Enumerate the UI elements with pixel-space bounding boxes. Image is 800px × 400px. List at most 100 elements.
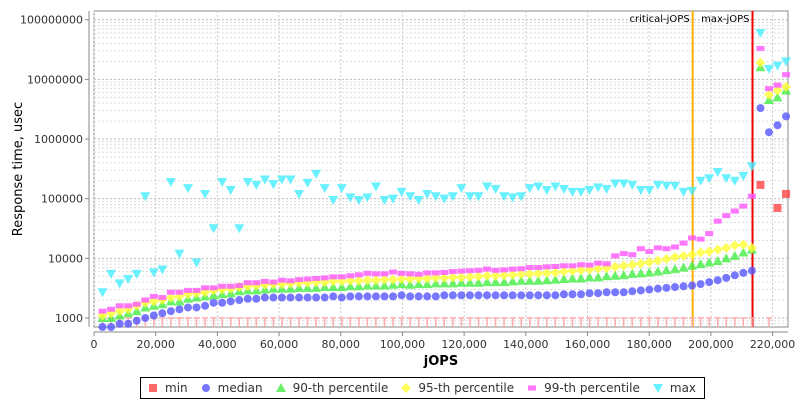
95-th-percentile-point <box>499 270 510 281</box>
99-th-percentile-point <box>645 249 654 255</box>
min-point <box>509 317 516 327</box>
99-th-percentile-point <box>406 271 415 277</box>
99-th-percentile-point <box>431 270 440 276</box>
series-max <box>97 28 792 298</box>
max-point <box>669 181 680 191</box>
95-th-percentile-point <box>558 266 569 277</box>
max-point <box>678 187 689 197</box>
max-point <box>490 185 501 195</box>
x-tick-label: 0 <box>91 338 98 351</box>
95-th-percentile-point <box>678 250 689 261</box>
min-point <box>466 317 473 327</box>
min-point <box>518 317 525 327</box>
min-point <box>432 317 439 327</box>
99-th-percentile-point <box>295 277 304 283</box>
max-point <box>362 193 373 203</box>
median-point <box>371 292 380 301</box>
median-point <box>534 291 543 300</box>
99-th-percentile-point <box>602 261 611 267</box>
max-point <box>370 182 381 192</box>
95-th-percentile-point <box>473 271 484 282</box>
90-th-percentile-point <box>516 275 527 285</box>
min-point <box>663 317 670 327</box>
99-th-percentile-point <box>354 272 363 278</box>
median-point <box>423 292 432 301</box>
median-point <box>380 292 389 301</box>
max-jOPS-label: max-jOPS <box>701 14 749 25</box>
max-point <box>97 288 108 298</box>
median-point <box>688 281 697 290</box>
grid-lines <box>93 11 788 327</box>
min-point <box>202 317 209 327</box>
x-tick-label: 120,000 <box>441 338 487 351</box>
99-th-percentile-point <box>448 269 457 275</box>
median-point <box>713 276 722 285</box>
min-point <box>543 317 550 327</box>
99-th-percentile-point <box>183 287 192 293</box>
legend-swatch-shape <box>528 385 537 391</box>
min-point <box>449 317 456 327</box>
95-th-percentile-point <box>738 239 749 250</box>
99-th-percentile-point <box>551 263 560 269</box>
max-point <box>456 184 467 194</box>
95-th-percentile-point <box>165 292 176 303</box>
median-point <box>782 112 791 121</box>
min-point <box>390 317 397 327</box>
90-th-percentile-point <box>405 279 416 289</box>
95-th-percentile-point <box>353 275 364 286</box>
95-th-percentile-point <box>746 242 757 253</box>
99-th-percentile-point <box>611 253 620 259</box>
90-th-percentile-point <box>413 279 424 289</box>
max-point <box>242 178 253 188</box>
median-point <box>141 313 150 322</box>
90-th-percentile-point <box>558 274 569 284</box>
99-th-percentile-point <box>107 306 116 312</box>
99-th-percentile-point <box>337 274 346 280</box>
median-point <box>662 283 671 292</box>
90-th-percentile-point <box>507 276 518 286</box>
min-point <box>304 317 311 327</box>
median-point <box>551 291 560 300</box>
min-point <box>595 317 602 327</box>
90-th-percentile-point <box>567 273 578 283</box>
median-point <box>218 298 227 307</box>
90-th-percentile-point <box>618 270 629 280</box>
99-th-percentile-point <box>414 271 423 277</box>
median-point <box>525 291 534 300</box>
max-point <box>388 194 399 204</box>
99-th-percentile-point <box>474 267 483 273</box>
95-th-percentile-point <box>422 273 433 284</box>
min-point <box>372 317 379 327</box>
99-th-percentile-point <box>440 269 449 275</box>
99-th-percentile-point <box>132 301 141 307</box>
90-th-percentile-point <box>721 253 732 263</box>
max-point <box>712 168 723 178</box>
90-th-percentile-point <box>499 277 510 287</box>
99-th-percentile-point <box>705 231 714 237</box>
min-point <box>501 317 508 327</box>
legend-swatch-icon <box>528 385 537 391</box>
99-th-percentile-point <box>653 245 662 251</box>
legend-item-99-th-percentile: 99-th percentile <box>526 381 640 395</box>
min-point <box>227 317 234 327</box>
90-th-percentile-point <box>738 247 749 257</box>
max-point <box>584 185 595 195</box>
95-th-percentile-point <box>464 271 475 282</box>
median-point <box>406 292 415 301</box>
median-point <box>192 303 201 312</box>
99-th-percentile-point <box>730 208 739 214</box>
max-point <box>704 174 715 184</box>
median-point <box>183 303 192 312</box>
max-point <box>533 182 544 192</box>
min-point <box>159 317 166 327</box>
min-point <box>637 317 644 327</box>
median-point <box>166 307 175 316</box>
99-th-percentile-point <box>517 266 526 272</box>
99-th-percentile-point <box>252 280 261 286</box>
min-point <box>244 317 251 327</box>
median-point <box>628 287 637 296</box>
median-point <box>730 271 739 280</box>
median-point <box>705 278 714 287</box>
max-point <box>217 178 228 188</box>
data-points <box>97 28 792 331</box>
